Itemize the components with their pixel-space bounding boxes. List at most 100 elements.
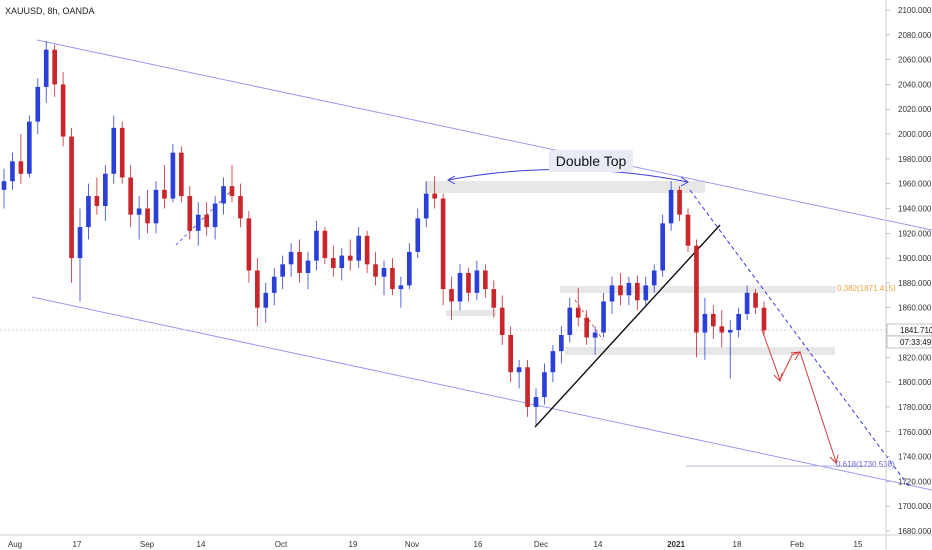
candle (635, 275, 640, 311)
candle-body (668, 189, 674, 224)
candle (381, 260, 387, 296)
candle-body (432, 193, 437, 199)
candle (229, 165, 235, 203)
candle-body (364, 235, 370, 265)
candle-body (52, 49, 57, 85)
candle-body (145, 208, 150, 224)
candle-body (711, 313, 716, 327)
candle (153, 181, 159, 234)
uptrend-line (534, 224, 721, 428)
candle (567, 297, 573, 343)
candle (280, 255, 285, 290)
candle (35, 78, 41, 135)
y-tick-label: 1980.000 (898, 155, 932, 164)
candle-body (381, 268, 387, 277)
candle-body (238, 196, 243, 219)
candle-body (423, 193, 429, 219)
candle (86, 183, 91, 240)
candle-body (525, 367, 530, 407)
candle (398, 276, 404, 308)
candle (415, 208, 421, 259)
y-tick-label: 1740.000 (898, 453, 932, 462)
y-tick-label: 2100.000 (898, 6, 932, 15)
candle-body (643, 285, 649, 301)
x-tick-label: 18 (733, 540, 742, 549)
fib-618-label: 0.618(1730.538) (836, 460, 895, 469)
candle-body (204, 214, 209, 228)
candle (668, 181, 674, 231)
candle (331, 245, 336, 277)
candle (204, 202, 209, 236)
candle-body (35, 86, 41, 122)
current-price-text: 1841.710 (900, 326, 932, 335)
countdown-text: 07:33:49 (900, 338, 932, 347)
candle (322, 227, 328, 265)
candle-body (592, 332, 598, 338)
candle (516, 359, 522, 389)
candle-body (27, 121, 32, 174)
candle-body (221, 186, 226, 204)
chart-title: XAUUSD, 8h, OANDA (5, 6, 95, 16)
candle (753, 289, 758, 314)
candle-body (305, 260, 311, 273)
candle (550, 344, 556, 383)
candle-body (356, 235, 361, 261)
candle-body (609, 285, 615, 302)
candle (761, 301, 767, 336)
candle-body (407, 251, 412, 286)
candle (103, 165, 108, 221)
candle-body (567, 307, 573, 336)
candle-body (153, 189, 159, 224)
candle (626, 276, 632, 306)
y-tick-label: 1960.000 (898, 180, 932, 189)
double-top-label: Double Top (549, 150, 633, 172)
candle (643, 276, 649, 306)
candle (170, 143, 176, 203)
candle (601, 292, 606, 338)
candle-body (753, 292, 758, 308)
candle (27, 115, 32, 178)
candle (356, 227, 361, 269)
candle (246, 210, 252, 283)
candle (347, 239, 353, 271)
support-zone (565, 347, 835, 355)
candle (263, 282, 269, 323)
candle (508, 326, 513, 383)
candle-body (694, 245, 699, 333)
candle (52, 44, 57, 97)
candle-body (390, 268, 395, 290)
candle (255, 258, 260, 327)
candle-body (584, 317, 589, 338)
candle (314, 220, 319, 271)
candle (592, 326, 598, 355)
double-top-text: Double Top (556, 153, 627, 169)
y-tick-label: 1780.000 (898, 403, 932, 412)
candle (145, 189, 150, 234)
projection-arrowhead-3 (829, 454, 839, 464)
candle (474, 260, 480, 301)
candle-body (69, 136, 74, 259)
candle-body (474, 270, 480, 293)
candle (449, 276, 454, 321)
candle-body (744, 292, 750, 314)
candle-body (297, 251, 302, 273)
candle-body (94, 196, 100, 206)
candle (736, 307, 741, 338)
dashed-line-dec (574, 299, 604, 341)
candle (1, 168, 7, 209)
candle-body (314, 230, 319, 261)
candle-body (635, 282, 640, 301)
candle-body (550, 351, 556, 373)
candle (364, 230, 370, 273)
candle (128, 165, 133, 228)
candle-body (170, 152, 176, 199)
candle-body (322, 230, 328, 259)
dashed-line-sep (175, 189, 233, 246)
candle-body (10, 161, 15, 182)
candle (297, 239, 302, 283)
y-tick-label: 1820.000 (898, 353, 932, 362)
candle (390, 258, 395, 296)
candle-body (136, 208, 142, 215)
